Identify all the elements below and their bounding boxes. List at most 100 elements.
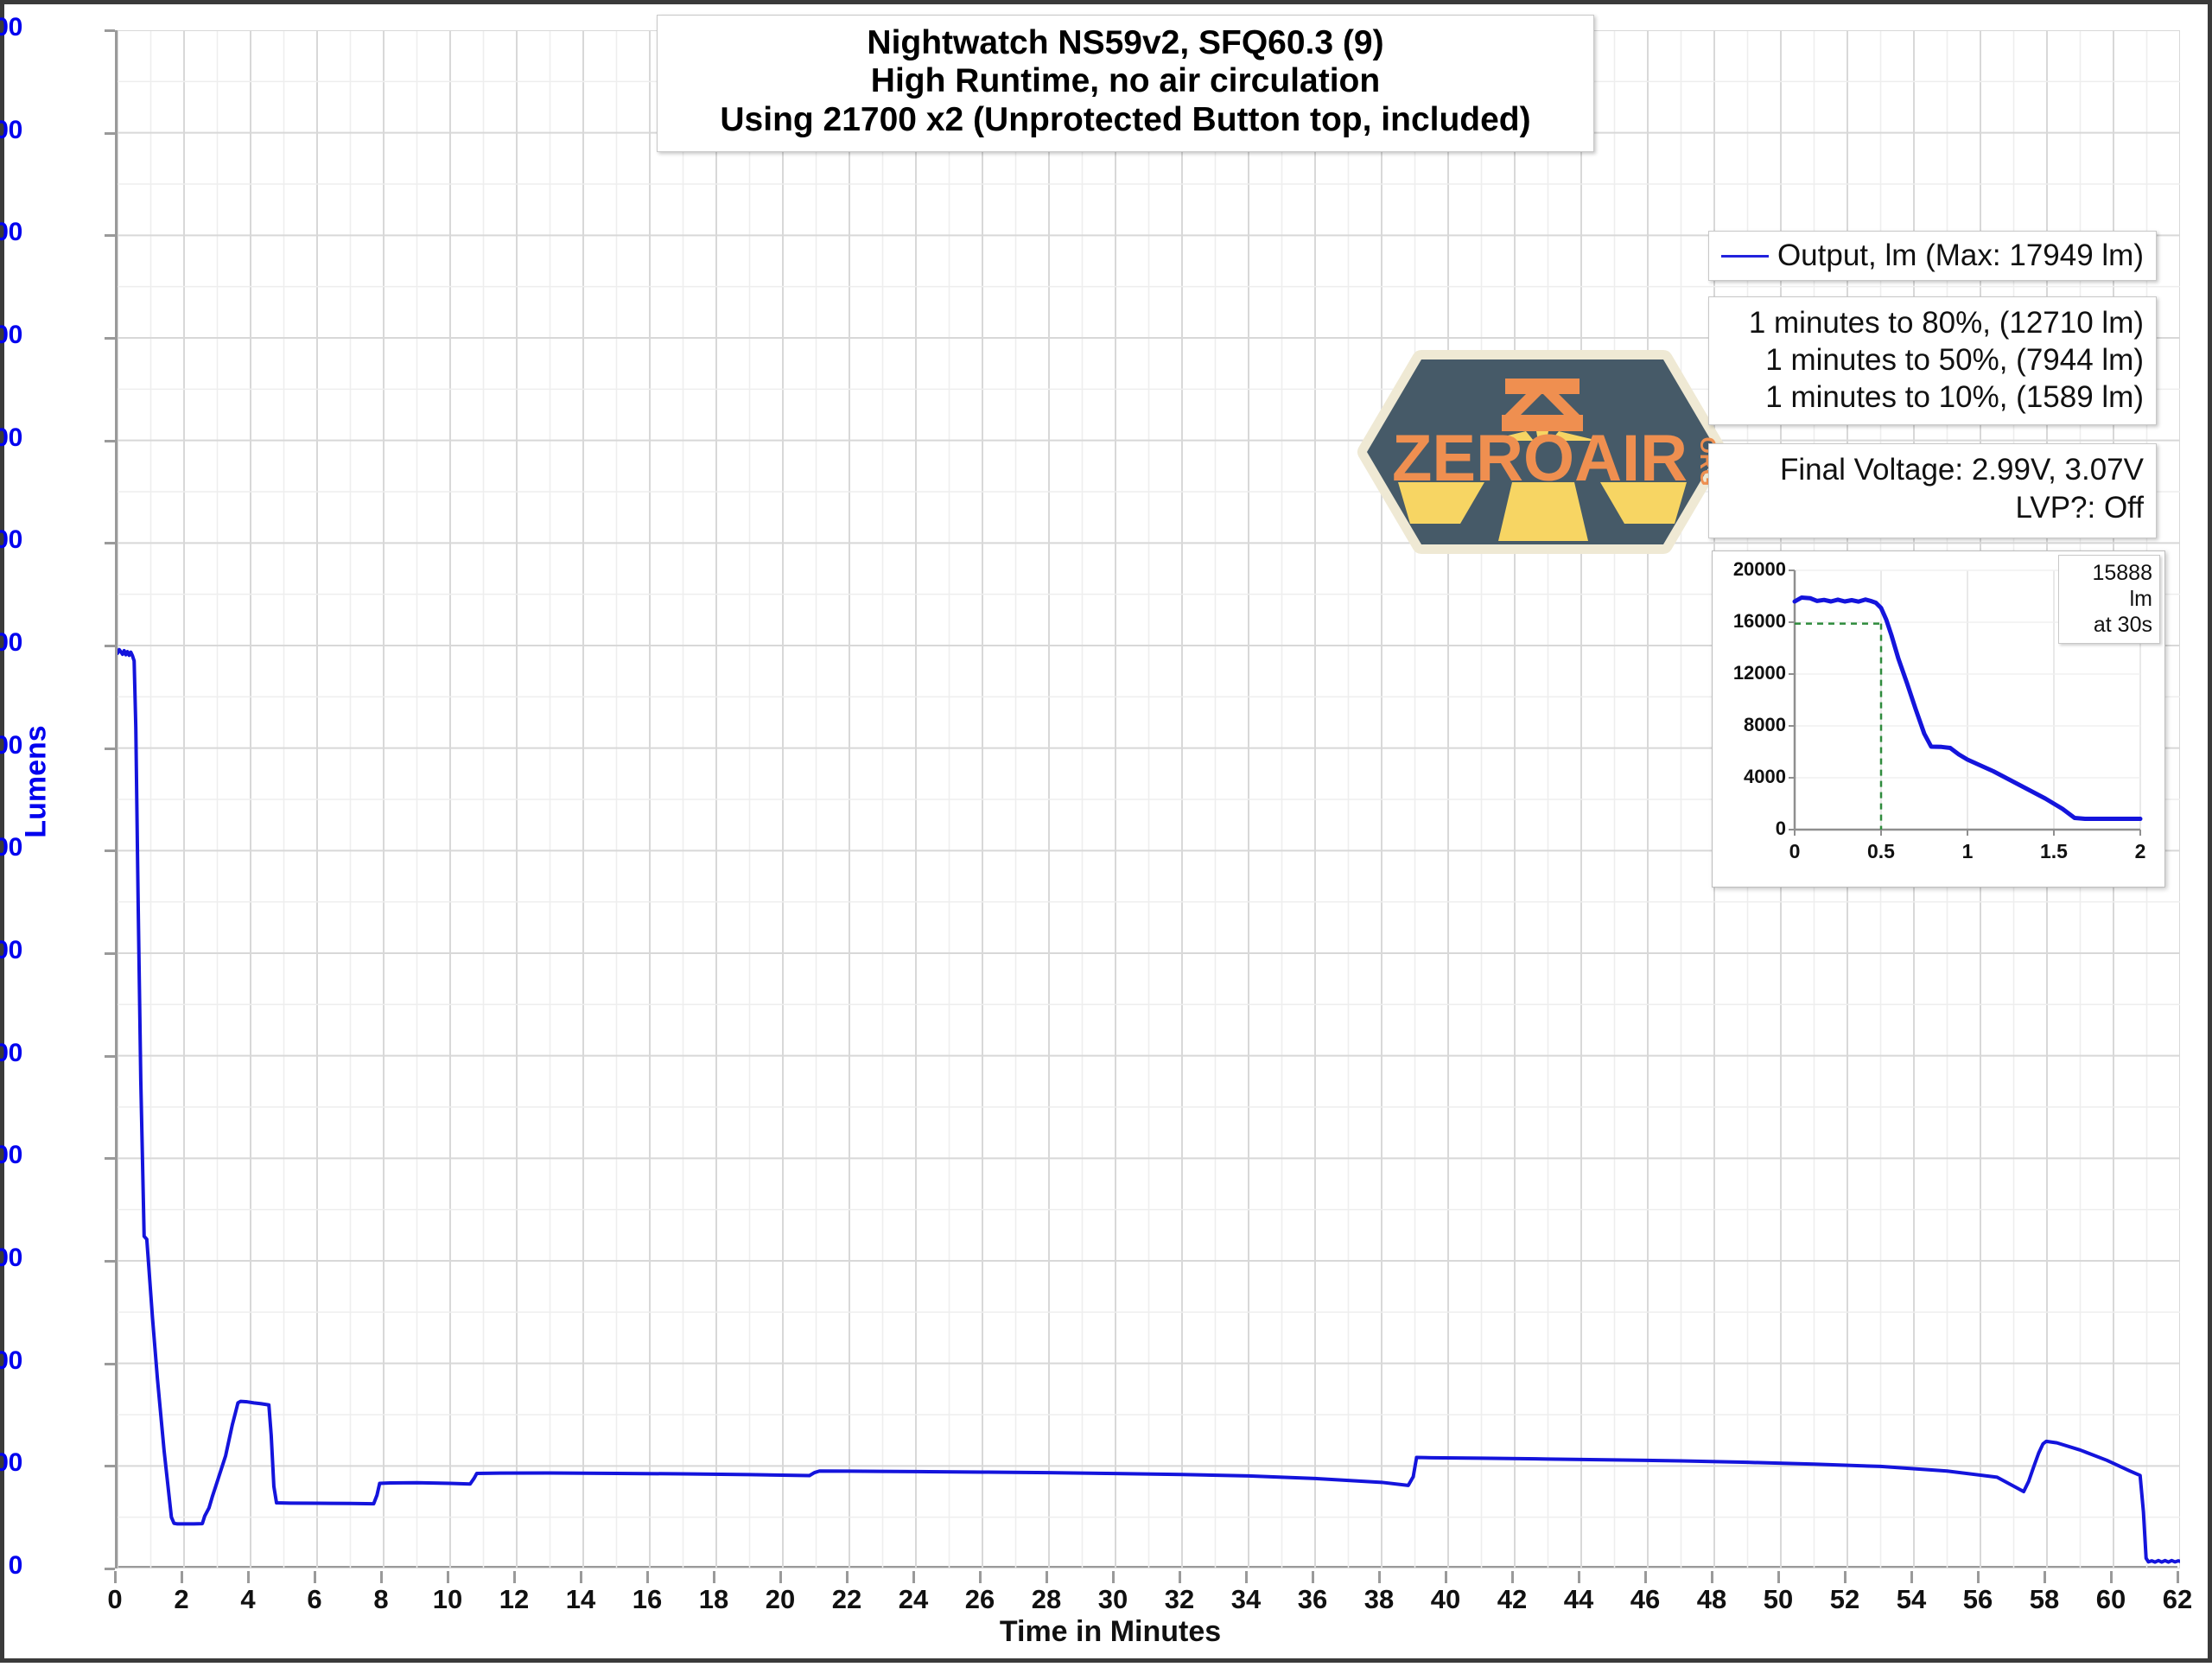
y-tick-mark [105, 747, 115, 750]
x-tick-label: 50 [1763, 1584, 1794, 1614]
x-tick-label: 10 [432, 1584, 463, 1614]
y-axis-title: Lumens [19, 725, 53, 838]
x-tick-mark [247, 1571, 250, 1583]
x-tick-label: 22 [831, 1584, 862, 1614]
inset-note-at: at 30s [2093, 613, 2152, 637]
chart-title-line-1: Nightwatch NS59v2, SFQ60.3 (9) [867, 24, 1384, 61]
inset-chart-box: 15888 lm at 30s 0 4000 8000 12000 16000 20000… [1712, 550, 2165, 888]
x-tick-label: 54 [1896, 1584, 1927, 1614]
y-tick-label: 30000 [0, 13, 22, 41]
y-tick-mark [105, 131, 115, 135]
x-tick-mark [1910, 1571, 1913, 1583]
x-tick-label: 42 [1497, 1584, 1528, 1614]
y-tick-label: 16000 [0, 730, 22, 760]
y-tick-mark [105, 1157, 115, 1161]
y-tick-label: 26000 [0, 218, 22, 247]
voltage-box: Final Voltage: 2.99V, 3.07V LVP?: Off [1708, 443, 2157, 538]
y-tick-mark [105, 29, 115, 32]
x-tick-label: 20 [765, 1584, 796, 1614]
y-tick-mark [105, 849, 115, 853]
y-tick-label: 24000 [0, 321, 22, 349]
x-tick-mark [846, 1571, 849, 1583]
x-tick-mark [1179, 1571, 1181, 1583]
y-tick-label: 6000 [0, 1244, 22, 1272]
x-tick-mark [2110, 1571, 2113, 1583]
x-tick-label: 8 [373, 1584, 389, 1614]
inset-plot-svg [1789, 569, 2143, 836]
inset-x-tick-label: 0 [1789, 840, 1801, 862]
y-tick-label: 18000 [0, 628, 22, 657]
x-tick-label: 4 [240, 1584, 256, 1614]
x-tick-mark [1046, 1571, 1048, 1583]
x-tick-mark [1378, 1571, 1381, 1583]
x-tick-mark [1511, 1571, 1514, 1583]
x-tick-label: 46 [1630, 1584, 1661, 1614]
x-tick-label: 0 [107, 1584, 123, 1614]
inset-y-tick-label: 12000 [1732, 662, 1786, 684]
inset-y-tick-label: 20000 [1732, 558, 1786, 580]
x-tick-mark [646, 1571, 649, 1583]
x-tick-label: 6 [307, 1584, 322, 1614]
y-tick-mark [105, 1362, 115, 1365]
x-tick-label: 28 [1031, 1584, 1062, 1614]
chart-title-box: Nightwatch NS59v2, SFQ60.3 (9) High Runt… [657, 15, 1594, 153]
x-tick-mark [114, 1571, 117, 1583]
x-tick-label: 62 [2162, 1584, 2193, 1614]
x-tick-label: 16 [632, 1584, 663, 1614]
legend-box: Output, lm (Max: 17949 lm) [1708, 231, 2157, 281]
legend-series-label: Output, lm (Max: 17949 lm) [1777, 239, 2144, 272]
inset-note-unit: lm [2129, 587, 2152, 611]
x-tick-mark [979, 1571, 982, 1583]
inset-x-tick-label: 1 [1961, 840, 1974, 862]
y-tick-mark [105, 542, 115, 545]
x-tick-mark [314, 1571, 316, 1583]
x-tick-mark [713, 1571, 715, 1583]
x-tick-label: 12 [499, 1584, 530, 1614]
y-tick-mark [105, 645, 115, 647]
x-tick-label: 58 [2029, 1584, 2060, 1614]
x-tick-mark [1711, 1571, 1713, 1583]
x-tick-mark [1245, 1571, 1248, 1583]
stat-to-50: 1 minutes to 50%, (7944 lm) [1765, 343, 2144, 378]
inset-y-tick-label: 16000 [1732, 610, 1786, 632]
inset-y-tick-label: 4000 [1744, 766, 1786, 787]
x-tick-mark [1777, 1571, 1780, 1583]
final-voltage: Final Voltage: 2.99V, 3.07V [1780, 453, 2144, 487]
y-tick-label: 10000 [0, 1038, 22, 1067]
x-tick-label: 2 [174, 1584, 189, 1614]
x-tick-mark [513, 1571, 516, 1583]
stat-to-10: 1 minutes to 10%, (1589 lm) [1765, 380, 2144, 415]
x-tick-label: 52 [1829, 1584, 1860, 1614]
inset-y-tick-label: 8000 [1744, 714, 1786, 735]
x-tick-mark [1578, 1571, 1580, 1583]
x-tick-label: 34 [1230, 1584, 1262, 1614]
lvp-status: LVP?: Off [2015, 490, 2144, 525]
inset-x-tick-label: 0.5 [1867, 840, 1895, 862]
x-tick-mark [2044, 1571, 2046, 1583]
inset-note-box: 15888 lm at 30s [2058, 555, 2160, 644]
x-tick-label: 60 [2095, 1584, 2126, 1614]
y-tick-mark [105, 234, 115, 238]
x-tick-mark [1112, 1571, 1115, 1583]
stats-box: 1 minutes to 80%, (12710 lm) 1 minutes t… [1708, 296, 2157, 426]
x-tick-mark [447, 1571, 449, 1583]
x-tick-label: 14 [565, 1584, 596, 1614]
y-tick-label: 28000 [0, 115, 22, 144]
y-tick-label: 20000 [0, 525, 22, 555]
chart-title-line-3: Using 21700 x2 (Unprotected Button top, … [720, 100, 1531, 138]
y-tick-label: 0 [8, 1551, 23, 1580]
y-tick-label: 12000 [0, 936, 22, 964]
x-tick-mark [580, 1571, 582, 1583]
inset-x-tick-label: 2 [2134, 840, 2146, 862]
y-tick-mark [105, 952, 115, 955]
stat-to-80: 1 minutes to 80%, (12710 lm) [1748, 306, 2144, 340]
x-tick-mark [1644, 1571, 1647, 1583]
y-tick-label: 14000 [0, 833, 22, 862]
main-plot-svg [118, 30, 2180, 1568]
x-tick-mark [1844, 1571, 1847, 1583]
y-tick-label: 2000 [0, 1448, 22, 1478]
x-tick-label: 48 [1696, 1584, 1727, 1614]
inset-note-value: 15888 [2092, 561, 2152, 585]
zeroair-logo: ZEROAIR ORG [1357, 350, 1727, 554]
